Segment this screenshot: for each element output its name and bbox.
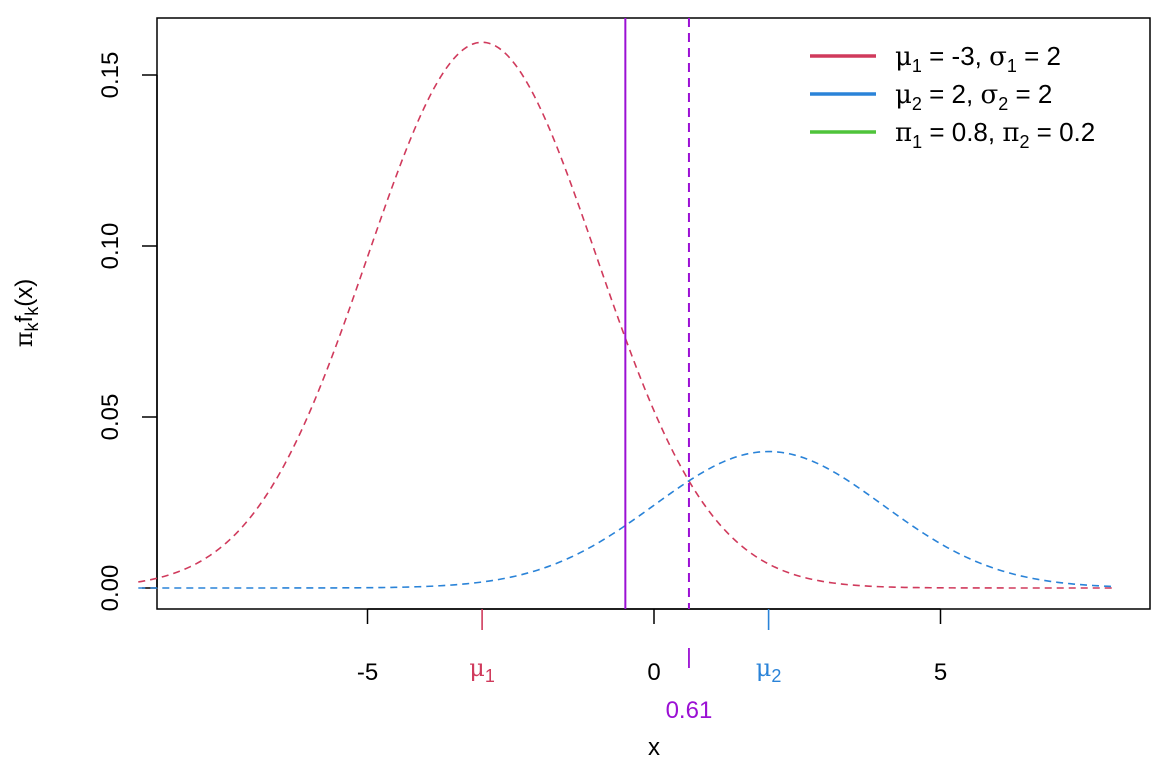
x-tick-label: 5 — [934, 659, 947, 686]
density-curve-1 — [138, 41, 1113, 589]
legend: μ1 = -3, σ1 = 2μ2 = 2, σ2 = 2π1 = 0.8, π… — [810, 41, 1095, 152]
mean-label-2: μ2 — [756, 654, 782, 686]
mean-markers: μ1 μ2 — [469, 609, 781, 686]
y-axis: 0.00 0.05 0.10 0.15 — [97, 52, 158, 612]
y-tick-label: 0.00 — [97, 565, 124, 612]
x-tick-label: -5 — [357, 659, 378, 686]
y-tick-label: 0.15 — [97, 52, 124, 99]
density-curve-2 — [138, 450, 1113, 589]
y-axis-label: πkfk(x) — [10, 279, 42, 347]
x-axis: -5 0 5 — [357, 608, 947, 686]
vertical-lines — [624, 18, 690, 609]
y-tick-label: 0.05 — [97, 394, 124, 441]
legend-entry-3: π1 = 0.8, π2 = 0.2 — [895, 117, 1095, 152]
decision-boundary-marker: 0.61 — [666, 648, 713, 724]
mean-label-1: μ1 — [469, 654, 495, 686]
x-axis-label: x — [648, 734, 660, 761]
legend-entry-2: μ2 = 2, σ2 = 2 — [895, 79, 1052, 114]
boundary-label: 0.61 — [666, 697, 713, 724]
x-tick-label: 0 — [647, 659, 660, 686]
density-curves — [138, 41, 1113, 589]
y-tick-label: 0.10 — [97, 223, 124, 270]
legend-entry-1: μ1 = -3, σ1 = 2 — [895, 41, 1061, 76]
